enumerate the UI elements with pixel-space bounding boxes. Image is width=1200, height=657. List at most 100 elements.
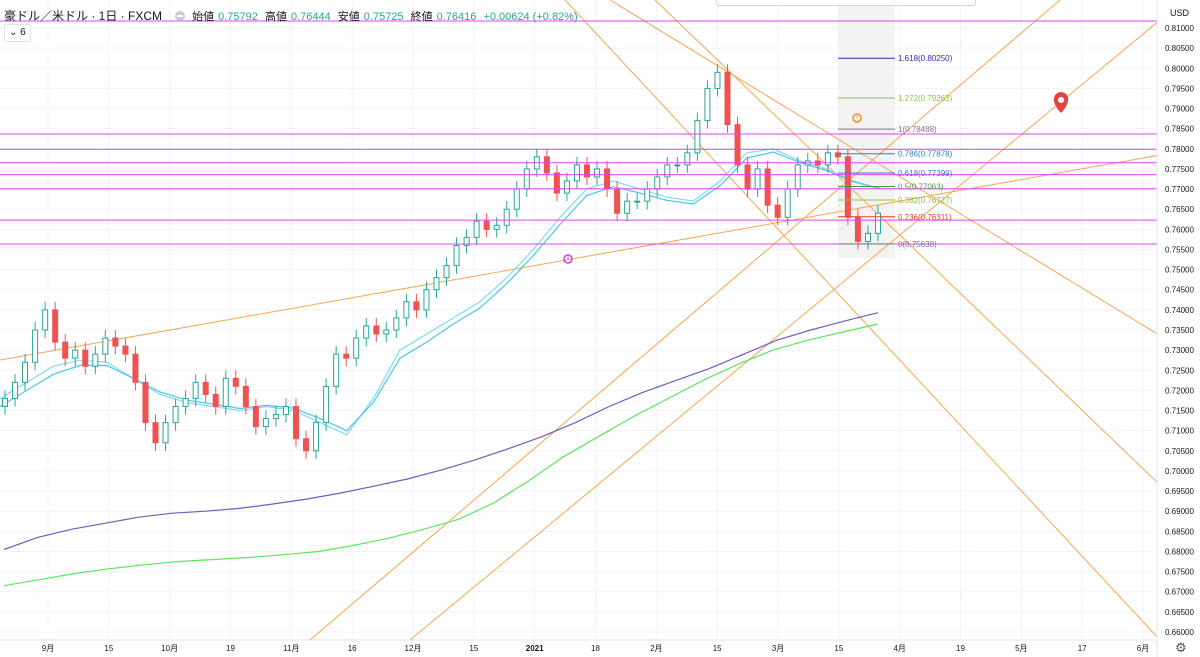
- y-tick-label: 0.75500: [1165, 245, 1194, 254]
- candle-body: [503, 208, 510, 226]
- candle-body: [764, 168, 771, 206]
- candle-body: [654, 176, 661, 190]
- indicator-toggle[interactable]: ⌄ 6: [4, 24, 31, 42]
- moving-average-line: [3, 312, 879, 551]
- candle-body: [343, 353, 350, 359]
- candle-body: [232, 377, 239, 387]
- candle-body: [22, 361, 29, 383]
- y-tick-label: 0.73000: [1165, 346, 1194, 355]
- annotation-markers: [563, 92, 1069, 264]
- candle-body: [774, 204, 781, 218]
- candle-body: [272, 414, 279, 420]
- candle-body: [162, 422, 169, 444]
- candle-body: [363, 325, 370, 339]
- candle-body: [132, 353, 139, 383]
- candle-body: [493, 224, 500, 230]
- candle-body: [584, 164, 590, 178]
- y-tick-label: 0.78500: [1165, 125, 1194, 134]
- candle-body: [102, 337, 109, 355]
- fib-level-label: 1.618(0.80250): [898, 54, 953, 63]
- alarm-clock-icon: [852, 113, 862, 123]
- x-tick-label: 5月: [1015, 644, 1027, 653]
- candle-body: [353, 337, 360, 359]
- candle-body: [824, 152, 831, 166]
- gear-icon[interactable]: ⚙: [1175, 640, 1187, 655]
- candle-body: [473, 220, 480, 238]
- x-tick-label: 2月: [650, 644, 662, 653]
- candle-body: [543, 156, 550, 174]
- fib-level-label: 1(0.78488): [898, 125, 937, 134]
- candle-body: [393, 317, 400, 331]
- candle-body: [333, 353, 340, 387]
- y-tick-label: 0.68000: [1165, 547, 1194, 556]
- trend-line: [564, 0, 1161, 641]
- currency-label: USD: [1170, 8, 1190, 18]
- candle-body: [875, 212, 881, 234]
- trend-line: [309, 0, 1061, 641]
- candle-body: [373, 325, 380, 335]
- candle-body: [62, 341, 69, 359]
- candlesticks: [2, 64, 881, 459]
- open-value: 0.75792: [218, 11, 258, 23]
- candle-body: [844, 156, 851, 218]
- candle-body: [594, 168, 601, 178]
- candle-body: [563, 180, 570, 194]
- close-value: 0.76416: [436, 11, 477, 23]
- x-tick-label: 15: [104, 644, 113, 653]
- fib-level-label: 0.786(0.77878): [898, 150, 953, 159]
- y-tick-label: 0.79000: [1165, 105, 1194, 114]
- fib-level-label: 0.236(0.76311): [898, 213, 952, 222]
- candle-body: [182, 397, 189, 408]
- symbol-title[interactable]: 豪ドル／米ドル · 1日 · FXCM: [4, 9, 162, 23]
- candle-body: [644, 188, 651, 202]
- x-tick-label: 11月: [283, 644, 299, 653]
- candle-body: [483, 220, 490, 230]
- candle-body: [624, 200, 631, 214]
- candle-body: [112, 337, 119, 347]
- candle-body: [262, 418, 269, 428]
- y-tick-label: 0.73500: [1165, 326, 1194, 335]
- horizontal-price-lines: 0.811730.783690.779900.776530.773590.770…: [0, 15, 1197, 250]
- trend-line: [409, 19, 1161, 641]
- candle-body: [604, 168, 611, 190]
- time-axis: 9月 15 10月 19 11月 16 12月 15 2021 18 2月 15 3月 15 4月 19 5月 1…: [0, 639, 1157, 653]
- open-label: 始値: [192, 11, 215, 23]
- candle-body: [212, 393, 219, 408]
- y-tick-label: 0.77500: [1165, 165, 1194, 174]
- candle-body: [293, 406, 299, 440]
- alarm-clock-icon: [563, 254, 573, 264]
- y-tick-label: 0.80500: [1165, 44, 1194, 53]
- y-tick-label: 0.68500: [1165, 527, 1194, 536]
- candle-body: [192, 381, 199, 399]
- y-tick-label: 0.70500: [1165, 447, 1194, 456]
- x-tick-label: 12月: [405, 644, 422, 653]
- y-tick-label: 0.72000: [1165, 386, 1194, 395]
- x-tick-label: 2021: [526, 644, 544, 653]
- candle-body: [784, 188, 791, 218]
- candle-body: [82, 349, 89, 367]
- candle-body: [42, 309, 49, 331]
- y-tick-label: 0.66000: [1165, 628, 1194, 637]
- candle-body: [724, 71, 731, 126]
- eye-icon[interactable]: [175, 11, 186, 21]
- fib-level-label: 0(0.75638): [898, 240, 937, 249]
- moving-averages: [0, 148, 881, 587]
- candle-body: [282, 406, 289, 416]
- y-tick-label: 0.67500: [1165, 568, 1194, 577]
- x-tick-label: 16: [348, 644, 357, 653]
- candle-body: [674, 164, 681, 167]
- change-value: +0.00624 (+0.82%): [483, 11, 578, 23]
- candle-body: [2, 397, 8, 408]
- y-tick-label: 0.69500: [1165, 487, 1194, 496]
- trend-line: [0, 147, 1200, 361]
- candle-body: [403, 301, 410, 319]
- x-tick-label: 18: [591, 644, 600, 653]
- x-tick-label: 6月: [1137, 644, 1149, 653]
- x-tick-label: 15: [469, 644, 478, 653]
- candle-body: [664, 164, 671, 178]
- y-tick-label: 0.66500: [1165, 608, 1194, 617]
- x-tick-label: 15: [834, 644, 843, 653]
- y-tick-label: 0.75000: [1165, 266, 1194, 275]
- chevron-down-icon: ⌄: [9, 27, 18, 38]
